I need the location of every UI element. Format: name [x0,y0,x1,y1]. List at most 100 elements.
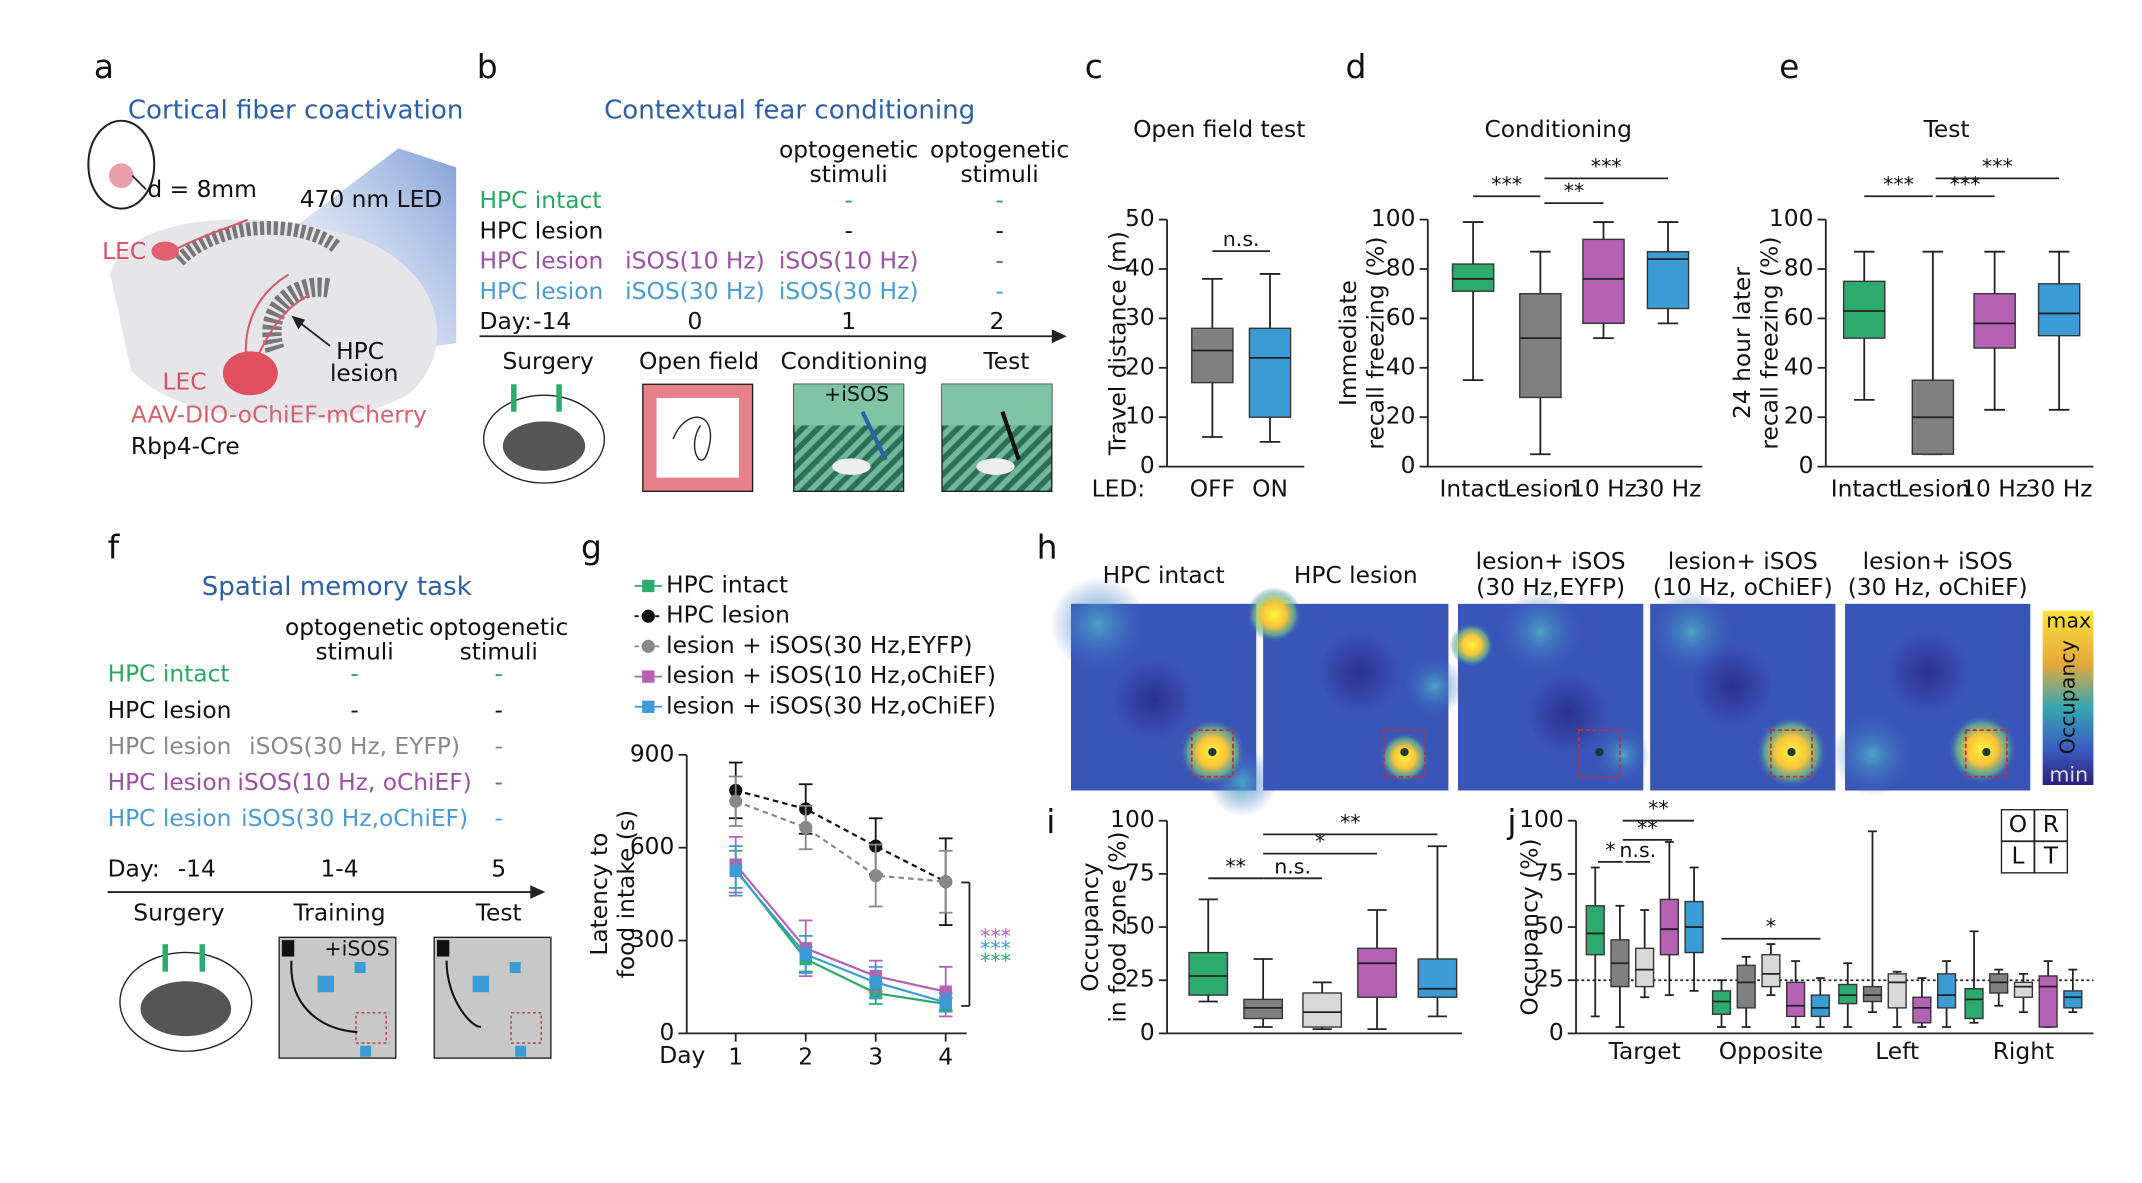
window [108,163,134,189]
y-axis-label: Occupancy [1076,862,1104,992]
legend-label: HPC intact [666,571,788,599]
panel-letter: b [477,47,498,86]
y-tick-label: 100 [1769,204,1814,232]
sig-label: ** [1637,816,1658,840]
heatmap-blob [1379,732,1430,783]
series-line [734,870,947,1004]
x-axis-label: Day [659,1041,705,1069]
table-cell: iSOS(30 Hz) [779,277,919,305]
panel-title: Spatial memory task [202,572,473,602]
marker [869,868,883,883]
column-header: optogenetic [930,135,1069,163]
y-tick-label: 75 [1125,858,1155,886]
group-label: HPC lesion [480,216,604,244]
y-tick-label: 300 [630,925,675,953]
heatmap-blob [1318,631,1401,714]
legend-label: lesion + iSOS(30 Hz,oChiEF) [666,691,996,719]
stage-label: Training [292,899,385,927]
mouse [436,940,450,957]
group-label: HPC intact [108,660,230,688]
heatmap-title: HPC lesion [1294,561,1418,589]
group-label: HPC intact [480,186,602,214]
x-tick-label: Lesion [1896,474,1971,502]
cue [515,1045,527,1057]
heatmap-blob [1691,645,1774,728]
x-tick-label: Lesion [1503,474,1578,502]
heatmap-title: lesion+ iSOS [1863,547,2013,575]
column-header: stimuli [460,638,538,666]
arrow-head [530,885,546,899]
group-label: HPC lesion [480,277,604,305]
label: AAV-DIO-oChiEF-mCherry [131,400,427,428]
colorbar-label: Occupancy [2056,640,2080,754]
y-tick-label: 0 [1140,1018,1155,1046]
sig-label: * [1315,830,1325,854]
heatmap-blob [1112,658,1195,742]
fiber [511,384,517,412]
fiber [199,944,206,972]
y-tick-label: 100 [1519,805,1564,833]
trace [672,416,712,461]
box [1711,990,1732,1015]
x-tick-label: 10 Hz [1961,474,2028,502]
sig-label: *** [1491,172,1522,196]
panel-f-schematic [107,885,552,1059]
lec [151,241,179,261]
heatmap-blob [1595,727,1651,783]
legend-marker [642,579,655,593]
legend-cell: R [2043,810,2059,838]
column-header: stimuli [315,638,393,666]
cue [354,962,366,974]
panel-letter: h [1037,527,1058,566]
heatmap-blob [1246,587,1302,643]
heatmap [1246,587,1465,791]
stage-label: Test [983,347,1030,375]
box [1838,983,1858,1005]
table-cell: iSOS(30 Hz,oChiEF) [241,804,468,832]
food-dot [1787,747,1796,757]
x-tick-label: 4 [938,1043,953,1071]
label: lesion [330,359,399,387]
y-tick-label: 10 [1125,402,1155,430]
x-tick-label: Opposite [1719,1037,1823,1065]
marker [939,996,952,1009]
column-header: stimuli [810,160,888,188]
box [1936,973,1957,1009]
table-cell: - [350,660,358,688]
y-tick-label: 40 [1125,253,1155,281]
food-dot [1595,747,1604,757]
group-label: HPC lesion [108,804,232,832]
box [1248,327,1292,418]
box [1417,958,1458,998]
sig-label: * [1605,838,1615,862]
chart-title: Test [1923,115,1970,143]
box [1243,998,1284,1020]
box [1635,947,1655,988]
fiber [162,944,168,972]
fiber [556,384,562,412]
stage-label: Surgery [502,347,594,375]
x-tick-label: Right [1993,1037,2054,1065]
panel-letter: c [1085,47,1103,86]
x-tick-label: 10 Hz [1570,474,1637,502]
y-axis-label: Occupancy (%) [1515,838,1543,1015]
x-tick-label: Intact [1440,474,1507,502]
legend-marker [641,609,655,623]
sig-label: ** [1564,179,1585,203]
legend-marker [642,700,655,713]
y-tick-label: 30 [1125,303,1155,331]
sig-label: *** [1591,154,1622,178]
y-tick-label: 25 [1125,965,1155,993]
column-header: optogenetic [429,613,568,641]
column-header: optogenetic [779,135,918,163]
day-value: 1 [841,307,856,335]
label: LEC [162,367,206,395]
sig-label: ** [1225,854,1246,878]
marker [729,794,743,808]
table-cell: - [495,768,503,796]
label: Rbp4-Cre [131,432,240,460]
y-tick-label: 100 [1371,204,1416,232]
box-wall [793,384,904,426]
heatmap [1449,590,1651,791]
table-cell: - [995,216,1003,244]
